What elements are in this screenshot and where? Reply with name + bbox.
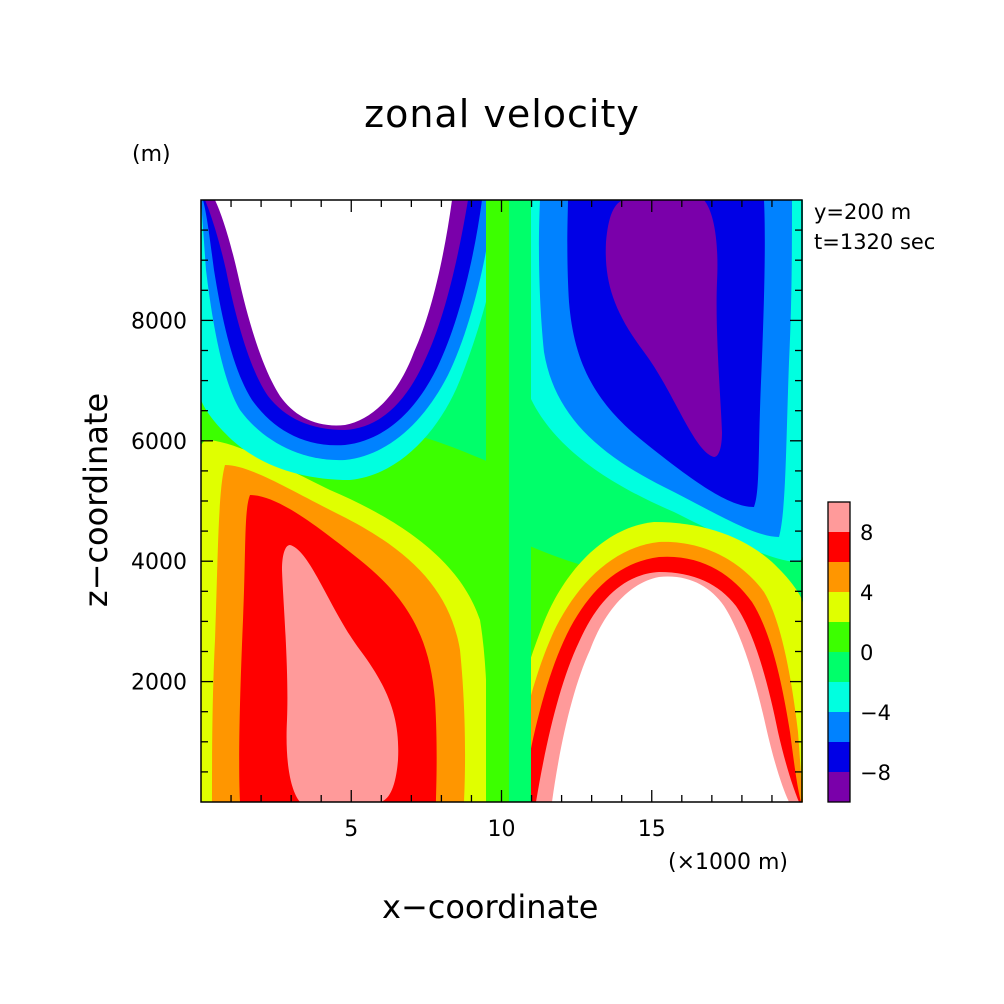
colorbar-swatch <box>828 532 850 562</box>
colorbar-swatch <box>828 682 850 712</box>
x-tick-label: 5 <box>344 817 358 842</box>
colorbar-tick-label: 0 <box>860 641 873 665</box>
contour-bands-left <box>201 200 509 802</box>
colorbar: −8 −4 0 4 8 <box>827 501 891 803</box>
colorbar-tick-label: −8 <box>860 761 891 785</box>
y-tick-label: 6000 <box>131 430 187 455</box>
y-tick-label: 2000 <box>131 671 187 696</box>
colorbar-tick-label: 8 <box>860 521 873 545</box>
x-tick-label: 10 <box>488 817 516 842</box>
y-axis-unit: (m) <box>132 142 171 167</box>
blank-above-range-left <box>210 200 452 426</box>
x-axis-label: x−coordinate <box>382 888 599 926</box>
x-axis-unit: (×1000 m) <box>668 850 789 875</box>
annotation-time: t=1320 sec <box>814 230 936 254</box>
central-band-0-2 <box>486 200 509 802</box>
blank-above-range-right <box>552 576 794 802</box>
colorbar-frame <box>827 501 851 803</box>
colorbar-tick-label: 4 <box>860 581 873 605</box>
colorbar-swatch <box>828 562 850 592</box>
y-tick-label: 4000 <box>131 550 187 575</box>
chart-title: zonal velocity <box>364 92 640 136</box>
colorbar-swatch <box>828 772 850 802</box>
colorbar-swatch <box>828 712 850 742</box>
band-neg10-neg8-right <box>605 200 722 457</box>
contour-bands-right <box>495 200 803 802</box>
colorbar-swatch <box>828 592 850 622</box>
colorbar-swatch <box>828 742 850 772</box>
annotation-y-position: y=200 m <box>814 200 912 224</box>
axes: 5 10 15 2000 4000 6000 8000 <box>131 200 802 842</box>
central-band-neg2-0 <box>509 200 531 802</box>
colorbar-swatch <box>828 652 850 682</box>
colorbar-swatch <box>828 622 850 652</box>
x-tick-label: 15 <box>638 817 666 842</box>
colorbar-swatch <box>828 502 850 532</box>
colorbar-tick-label: −4 <box>860 701 891 725</box>
band-8-10-left <box>282 545 399 802</box>
y-tick-label: 8000 <box>131 309 187 334</box>
